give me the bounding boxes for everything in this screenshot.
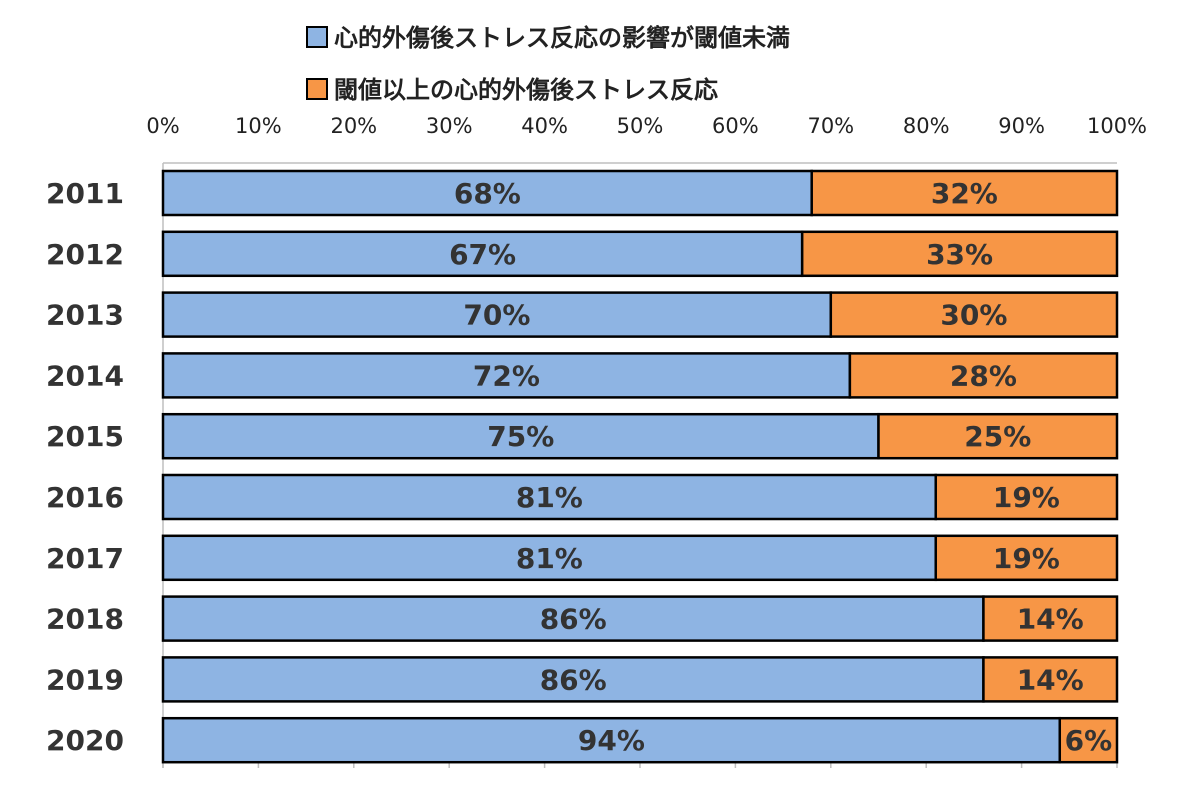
category-label: 2014 xyxy=(46,359,124,392)
bar-segment-series-1 xyxy=(161,291,833,338)
category-label: 2019 xyxy=(46,663,124,696)
x-tick-label: 80% xyxy=(903,114,950,138)
bar-segment-series-2 xyxy=(877,412,1119,460)
category-label: 2013 xyxy=(46,299,124,332)
data-label: 86% xyxy=(540,603,607,636)
category-label: 2015 xyxy=(46,420,124,453)
bar-segment-series-2 xyxy=(829,291,1119,338)
category-label: 2018 xyxy=(46,603,124,636)
data-label: 86% xyxy=(540,663,607,696)
bar-segment-series-2 xyxy=(982,595,1119,642)
bar-segment-series-2 xyxy=(800,230,1119,278)
bars: 68% 32% 67% 33% 70% 30% 72% 28% 75% 25% 81% 19% 81% 1… xyxy=(161,169,1119,764)
legend-swatch-1 xyxy=(306,26,328,48)
data-label: 72% xyxy=(473,359,540,392)
x-tick-label: 90% xyxy=(998,114,1045,138)
legend-swatch-2 xyxy=(306,78,328,100)
data-label: 19% xyxy=(993,481,1060,514)
category-label: 2020 xyxy=(46,724,124,757)
x-tick-label: 40% xyxy=(521,114,568,138)
bar-segment-series-2 xyxy=(934,534,1119,582)
x-tick-label: 30% xyxy=(426,114,473,138)
data-label: 33% xyxy=(926,238,993,271)
bar-segment-series-2 xyxy=(848,352,1119,399)
bar-segment-series-1 xyxy=(161,473,937,521)
data-label: 14% xyxy=(1017,603,1084,636)
legend-label-2: 閾値以上の心的外傷後ストレス反応 xyxy=(334,76,718,104)
data-label: 28% xyxy=(950,359,1017,392)
data-label: 94% xyxy=(578,724,645,757)
data-label: 30% xyxy=(940,299,1007,332)
category-label: 2016 xyxy=(46,481,124,514)
x-tick-label: 100% xyxy=(1087,114,1147,138)
x-tick-label: 70% xyxy=(807,114,854,138)
bar-segment-series-1 xyxy=(161,534,937,582)
bar-segment-series-1 xyxy=(161,352,852,399)
x-tick-label: 50% xyxy=(617,114,664,138)
x-tick-label: 60% xyxy=(712,114,759,138)
category-label: 2011 xyxy=(46,177,124,210)
data-label: 75% xyxy=(487,420,554,453)
data-label: 6% xyxy=(1065,724,1113,757)
bar-segment-series-2 xyxy=(810,169,1119,217)
data-label: 70% xyxy=(463,299,530,332)
bar-segment-series-2 xyxy=(1058,716,1119,764)
bar-segment-series-1 xyxy=(161,595,985,642)
x-tick-label: 0% xyxy=(146,114,179,138)
data-label: 25% xyxy=(964,420,1031,453)
data-label: 32% xyxy=(931,177,998,210)
bar-segment-series-1 xyxy=(161,716,1062,764)
x-axis: 0% 10% 20% 30% 40% 50% 60% 70% 80% 90% 100% xyxy=(146,114,1147,768)
bar-segment-series-2 xyxy=(934,473,1119,521)
category-label: 2012 xyxy=(46,238,124,271)
y-axis: 2011 2012 2013 2014 2015 2016 2017 2018 2019 2020 xyxy=(46,163,164,768)
bar-segment-series-1 xyxy=(161,656,985,703)
data-label: 81% xyxy=(516,542,583,575)
bar-segment-series-2 xyxy=(982,656,1119,703)
data-label: 67% xyxy=(449,238,516,271)
x-tick-label: 20% xyxy=(330,114,377,138)
data-label: 81% xyxy=(516,481,583,514)
x-tick-label: 10% xyxy=(235,114,282,138)
legend-label-1: 心的外傷後ストレス反応の影響が閾値未満 xyxy=(334,24,790,52)
category-label: 2017 xyxy=(46,542,124,575)
data-label: 68% xyxy=(454,177,521,210)
data-label: 14% xyxy=(1017,663,1084,696)
data-label: 19% xyxy=(993,542,1060,575)
